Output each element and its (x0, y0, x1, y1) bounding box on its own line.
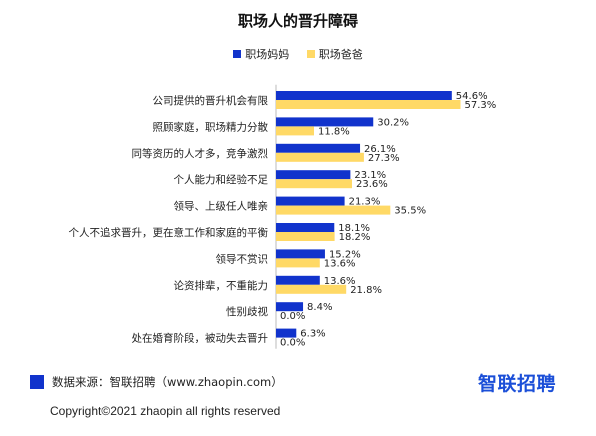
bar-fathers (276, 100, 461, 109)
bar-fathers (276, 205, 391, 215)
category-label: 个人不追求晋升，更在意工作和家庭的平衡 (69, 226, 269, 239)
bar-fathers (276, 232, 335, 241)
data-label-fathers: 57.3% (465, 100, 497, 111)
bar-mothers (276, 223, 335, 232)
data-label-mothers: 8.4% (307, 302, 332, 313)
data-label-fathers: 27.3% (368, 153, 400, 164)
bar-mothers (276, 170, 351, 180)
data-label-mothers: 6.3% (300, 329, 325, 340)
data-label-fathers: 11.8% (318, 126, 350, 137)
category-label: 领导不赏识 (216, 252, 269, 265)
bar-mothers (276, 328, 297, 338)
data-label-mothers: 21.3% (349, 197, 381, 208)
bar-mothers (276, 196, 345, 206)
bar-chart: 公司提供的晋升机会有限 54.6%57.3% 照顾家庭，职场精力分散 30.2% 11.… (69, 84, 497, 349)
data-label-fathers: 0.0% (280, 311, 305, 322)
data-label-mothers: 15.2% (329, 249, 361, 260)
legend-label-fathers: 职场爸爸 (318, 48, 363, 61)
data-label-fathers: 35.5% (394, 206, 426, 217)
bar-fathers (276, 179, 352, 189)
bar-mothers (276, 91, 452, 100)
legend-item-fathers: 职场爸爸 (306, 46, 363, 62)
data-source-text: 数据来源：智联招聘（www.zhaopin.com） (52, 375, 283, 389)
category-label: 照顾家庭，职场精力分散 (153, 120, 269, 133)
data-label-mothers: 30.2% (377, 117, 409, 128)
data-label-mothers: 13.6% (324, 276, 356, 287)
category-label: 处在婚育阶段，被动失去晋升 (132, 332, 269, 345)
chart-legend: 职场妈妈 职场爸爸 (0, 46, 596, 62)
legend-item-mothers: 职场妈妈 (233, 46, 289, 62)
bar-fathers (276, 258, 320, 268)
data-label-fathers: 23.6% (356, 179, 388, 190)
source-marker-icon (30, 375, 44, 389)
legend-swatch-mothers (233, 50, 242, 58)
bar-mothers (276, 302, 304, 312)
brand-logo: 智联招聘 (478, 373, 557, 395)
data-source: 数据来源：智联招聘（www.zhaopin.com） (30, 374, 283, 390)
data-label-fathers: 18.2% (339, 232, 371, 243)
category-label: 性别歧视 (226, 305, 268, 318)
bar-mothers (276, 117, 374, 127)
bar-mothers (276, 143, 361, 153)
category-label: 论资排辈，不重能力 (174, 279, 269, 292)
data-label-fathers: 21.8% (350, 285, 382, 296)
bar-fathers (276, 152, 364, 162)
bar-mothers (276, 249, 325, 259)
category-label: 公司提供的晋升机会有限 (153, 94, 269, 107)
data-label-mothers: 18.1% (338, 223, 370, 234)
bar-fathers (276, 284, 347, 294)
legend-swatch-fathers (306, 50, 315, 58)
data-label-fathers: 0.0% (280, 338, 305, 349)
data-label-mothers: 23.1% (354, 170, 386, 181)
category-label: 个人能力和经验不足 (174, 173, 269, 186)
category-label: 同等资历的人才多，竞争激烈 (132, 147, 269, 160)
data-label-mothers: 54.6% (456, 91, 488, 102)
data-label-fathers: 13.6% (324, 258, 356, 269)
bar-mothers (276, 275, 320, 285)
chart-title: 职场人的晋升障碍 (237, 12, 358, 30)
bar-fathers (276, 126, 314, 136)
data-label-mothers: 26.1% (364, 144, 396, 155)
category-label: 领导、上级任人唯亲 (174, 200, 269, 213)
legend-label-mothers: 职场妈妈 (245, 48, 290, 61)
copyright-text: Copyright©2021 zhaopin all rights reserv… (50, 404, 281, 418)
